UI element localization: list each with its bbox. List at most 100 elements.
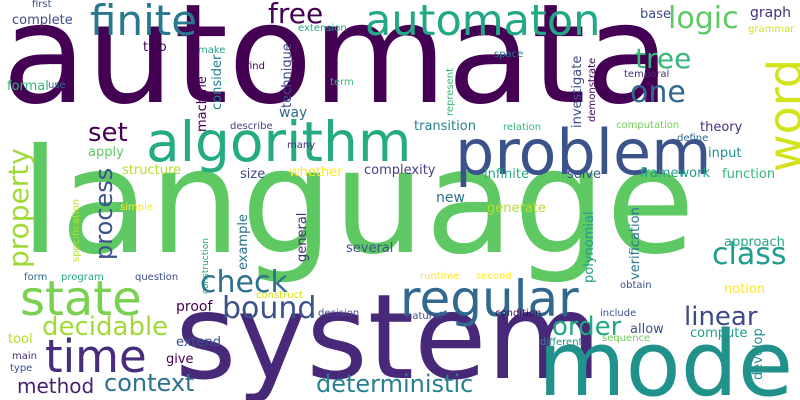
word-approach: approach: [724, 235, 785, 250]
word-framework: framework: [640, 166, 711, 181]
word-proof: proof: [176, 299, 213, 315]
word-automata: automata: [2, 0, 671, 135]
word-state: state: [20, 271, 142, 327]
word-deterministic: deterministic: [316, 370, 474, 398]
word-technique: technique: [280, 43, 295, 108]
word-algorithm: algorithm: [146, 110, 412, 174]
word-condition: condition: [495, 308, 542, 319]
word-describe: describe: [230, 121, 273, 132]
word-obtain: obtain: [620, 280, 652, 291]
word-complete: complete: [12, 13, 73, 28]
word-one: one: [630, 75, 686, 110]
word-verification: verification: [628, 207, 643, 280]
word-apply: apply: [88, 145, 124, 160]
word-general: general: [295, 212, 310, 262]
word-temporal: temporal: [624, 69, 670, 80]
word-language: language: [20, 118, 696, 287]
word-generate: generate: [487, 201, 546, 216]
word-question: question: [135, 272, 179, 283]
word-second: second: [476, 271, 512, 282]
word-construct: construct: [256, 290, 303, 301]
word-computation: computation: [616, 120, 680, 131]
word-demonstrate: demonstrate: [587, 57, 598, 122]
word-relation: relation: [503, 122, 542, 133]
word-order: order: [552, 312, 622, 342]
word-program: program: [61, 272, 104, 283]
word-method: method: [17, 374, 95, 398]
word-first: first: [32, 0, 52, 10]
word-allow: allow: [630, 322, 664, 337]
word-solve: solve: [567, 167, 602, 182]
word-natural: natural: [406, 311, 442, 322]
word-develop: develop: [751, 328, 766, 380]
word-find: find: [246, 61, 265, 72]
word-size: size: [240, 167, 266, 182]
word-runtime: runtime: [420, 271, 460, 282]
word-specification: specification: [71, 198, 82, 262]
word-polynomial: polynomial: [582, 211, 597, 283]
word-logic: logic: [668, 1, 739, 36]
word-sequence: sequence: [602, 333, 651, 344]
word-new: new: [436, 190, 465, 206]
word-function: function: [722, 167, 776, 182]
word-regular: regular: [400, 270, 579, 328]
word-check: check: [200, 265, 288, 300]
word-model: model: [538, 312, 800, 400]
word-space: space: [494, 49, 524, 60]
word-problem: problem: [455, 116, 712, 189]
word-several: several: [346, 241, 394, 256]
word-construction: construction: [201, 238, 211, 294]
word-make: make: [198, 45, 226, 56]
word-represent: represent: [445, 67, 456, 116]
word-word: word: [758, 58, 800, 172]
word-graph: graph: [750, 5, 791, 21]
word-example: example: [236, 214, 251, 270]
word-finite: finite: [90, 0, 198, 45]
word-decision: decision: [318, 308, 360, 319]
word-extend: extend: [176, 335, 222, 350]
word-set: set: [88, 118, 128, 148]
word-property: property: [2, 148, 35, 268]
word-investigate: investigate: [570, 55, 585, 128]
word-transition: transition: [414, 119, 476, 134]
word-simple: simple: [120, 202, 154, 213]
word-automaton: automaton: [365, 0, 601, 46]
word-machine: machine: [195, 76, 210, 132]
word-tree: tree: [635, 42, 692, 75]
word-term: term: [330, 77, 354, 88]
word-time: time: [45, 330, 147, 383]
word-consider: consider: [210, 54, 225, 110]
word-theory: theory: [700, 120, 743, 135]
word-give: give: [166, 352, 194, 367]
word-main: main: [12, 351, 37, 362]
word-free: free: [268, 0, 324, 30]
word-type: type: [10, 363, 33, 374]
word-base: base: [640, 7, 671, 22]
word-tool: tool: [8, 332, 33, 347]
word-different: different: [540, 337, 583, 348]
word-way: way: [279, 105, 308, 121]
word-formal: formal: [7, 79, 49, 94]
word-class: class: [712, 237, 787, 272]
word-compute: compute: [690, 326, 748, 341]
word-include: include: [600, 308, 637, 319]
word-form: form: [24, 272, 48, 283]
word-process: process: [90, 167, 118, 260]
word-extension: extension: [298, 23, 347, 34]
word-context: context: [104, 369, 195, 397]
word-system: system: [175, 268, 602, 400]
word-input: input: [708, 146, 742, 161]
word-two: two: [143, 40, 167, 55]
word-many: many: [287, 140, 316, 151]
word-linear: linear: [684, 302, 758, 332]
word-decidable: decidable: [42, 312, 169, 342]
word-complexity: complexity: [364, 163, 436, 178]
word-infinite: infinite: [484, 167, 529, 182]
word-notion: notion: [724, 282, 766, 297]
word-structure: structure: [122, 163, 181, 178]
word-bound: bound: [222, 291, 317, 326]
word-grammar: grammar: [748, 24, 795, 35]
word-define: define: [677, 133, 709, 144]
word-whether: whether: [289, 165, 343, 180]
